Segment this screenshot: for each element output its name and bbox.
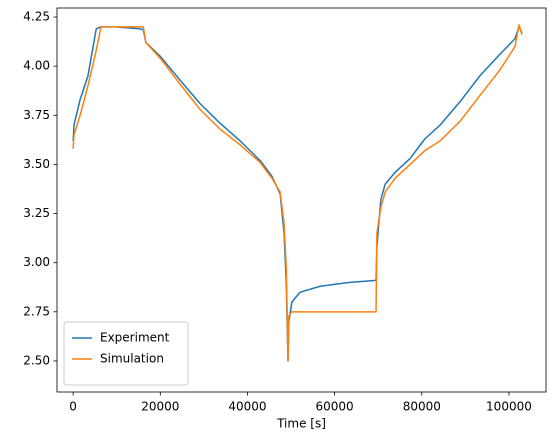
legend-box bbox=[63, 321, 189, 386]
axes-frame bbox=[56, 7, 547, 393]
legend-label: Simulation bbox=[100, 352, 164, 366]
x-tick-label: 100000 bbox=[486, 400, 532, 414]
x-tick-label: 60000 bbox=[316, 400, 354, 414]
y-tick-label: 3.75 bbox=[23, 108, 50, 122]
data-line bbox=[72, 24, 523, 362]
legend: Experiment Simulation bbox=[63, 321, 189, 386]
x-tick-label: 20000 bbox=[141, 400, 179, 414]
legend-label: Experiment bbox=[100, 331, 170, 345]
y-tick-label: 3.25 bbox=[23, 206, 50, 220]
y-tick-label: 3.50 bbox=[23, 157, 50, 171]
x-axis-label: Time [s] bbox=[276, 417, 326, 431]
y-tick-label: 3.00 bbox=[23, 255, 50, 269]
x-tick-label: 40000 bbox=[228, 400, 266, 414]
y-tick-label: 4.25 bbox=[23, 10, 50, 24]
y-tick-label: 4.00 bbox=[23, 59, 50, 73]
y-tick-label: 2.75 bbox=[23, 304, 50, 318]
x-tick-label: 0 bbox=[69, 400, 77, 414]
x-tick-label: 80000 bbox=[403, 400, 441, 414]
y-tick-label: 2.50 bbox=[23, 353, 50, 367]
